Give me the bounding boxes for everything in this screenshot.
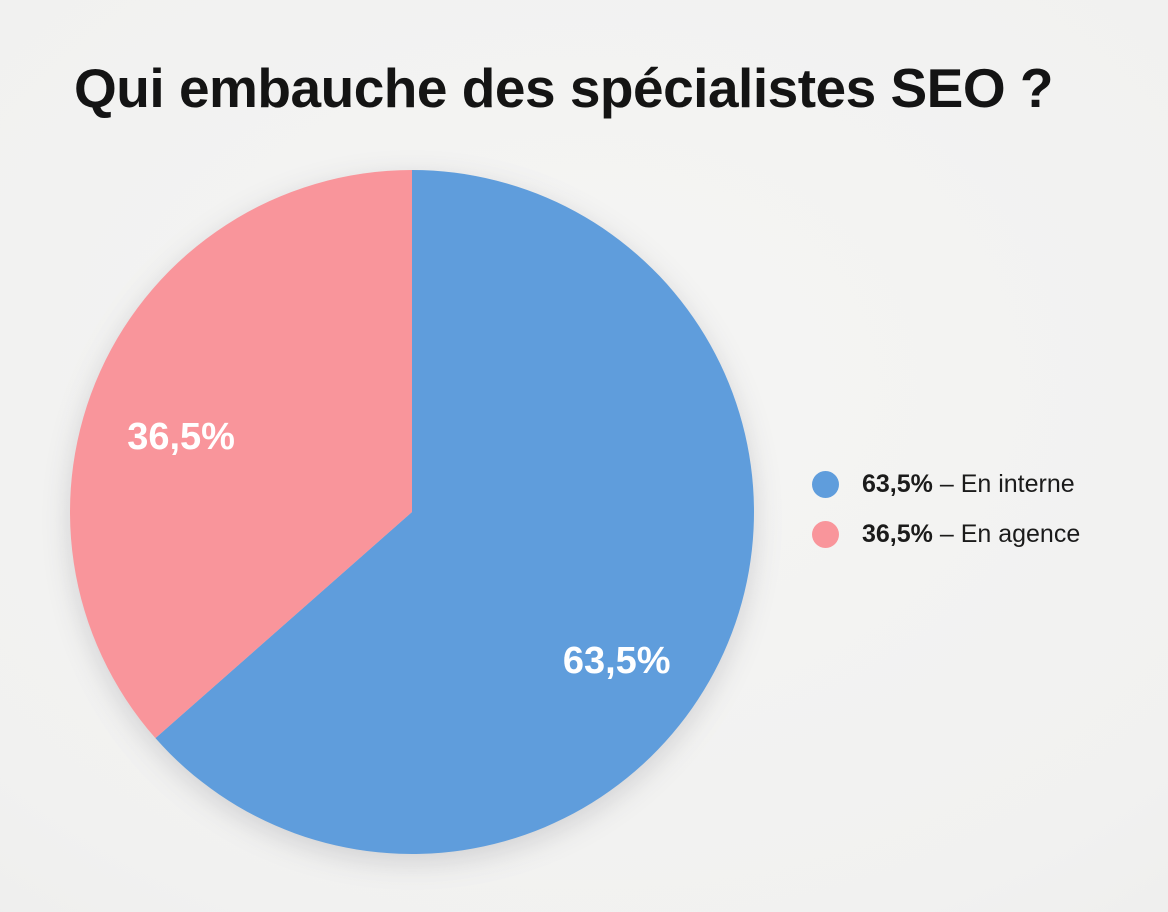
pie-slice-en-interne bbox=[155, 170, 754, 854]
legend-item-en-interne: 63,5% – En interne bbox=[812, 470, 1080, 499]
legend-swatch-en-agence-icon bbox=[812, 521, 839, 548]
legend-separator: – bbox=[932, 520, 961, 548]
legend-swatch-en-interne-icon bbox=[812, 471, 839, 498]
pie-chart: 63,5% 36,5% bbox=[70, 170, 754, 854]
legend-name-en-interne: En interne bbox=[960, 470, 1075, 498]
pie-slice-en-agence bbox=[70, 170, 412, 739]
legend-name-en-agence: En agence bbox=[960, 520, 1081, 548]
legend-value-en-agence: 36,5% bbox=[862, 520, 933, 548]
chart-title: Qui embauche des spécialistes SEO ? bbox=[74, 57, 1054, 119]
pie-slice-label-en-interne: 63,5% bbox=[563, 640, 671, 682]
legend-value-en-interne: 63,5% bbox=[862, 470, 933, 498]
pie-slice-label-en-agence: 36,5% bbox=[127, 416, 235, 458]
legend-item-en-agence: 36,5% – En agence bbox=[812, 520, 1080, 549]
legend: 63,5% – En interne 36,5% – En agence bbox=[812, 470, 1080, 549]
legend-label-en-agence: 36,5% – En agence bbox=[862, 520, 1080, 549]
legend-label-en-interne: 63,5% – En interne bbox=[862, 470, 1075, 499]
legend-separator: – bbox=[932, 470, 961, 498]
